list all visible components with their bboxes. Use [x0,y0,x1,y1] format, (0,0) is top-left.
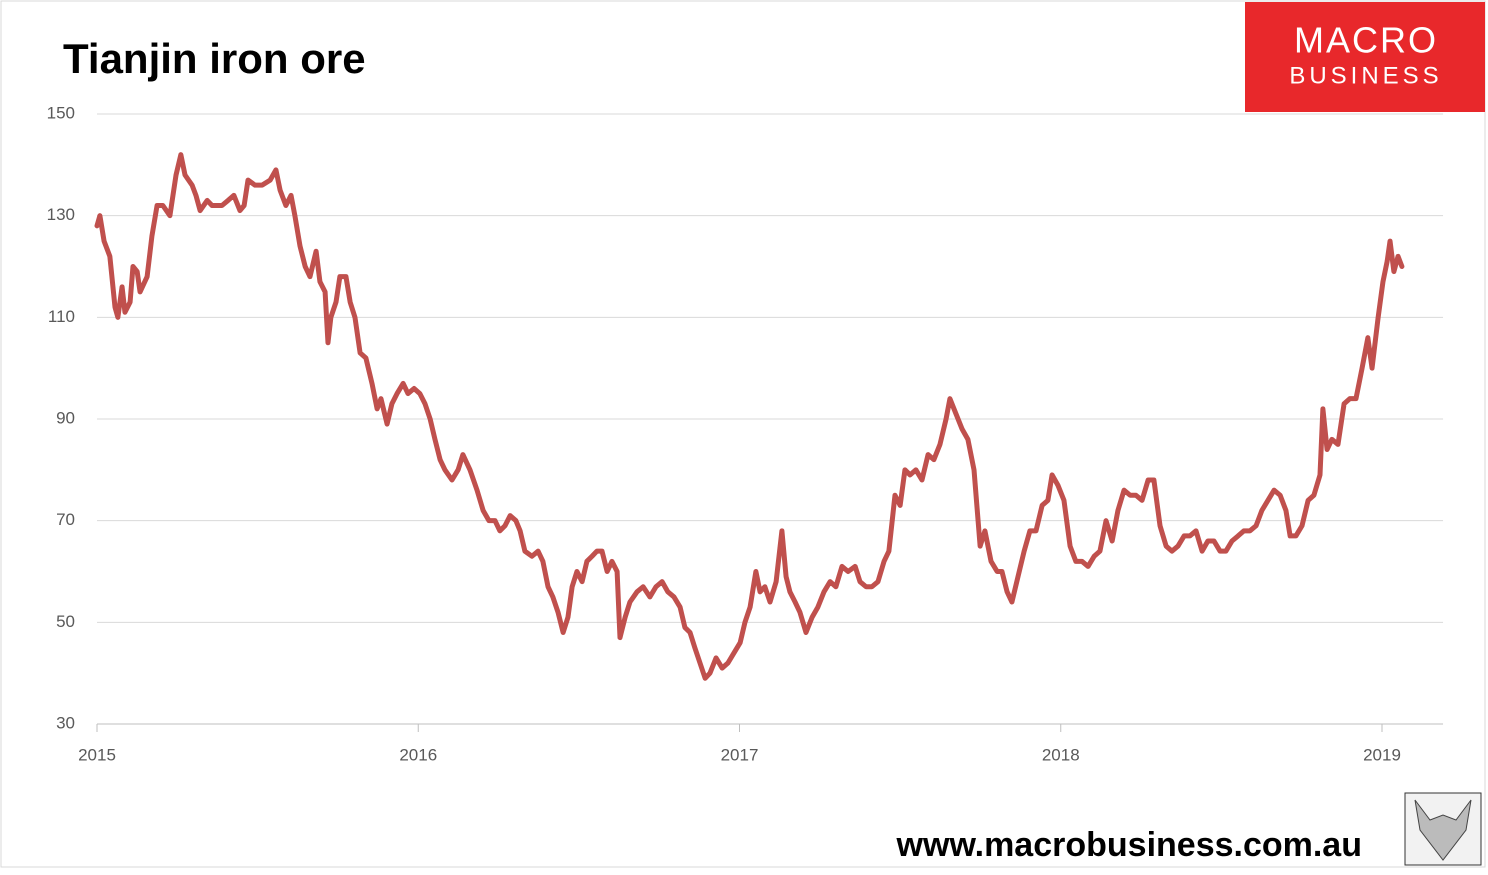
data-line [94,152,1405,681]
x-tick-label: 2015 [78,745,116,764]
logo-word: MACRO [1294,20,1438,61]
y-tick-label: 30 [56,713,75,732]
logo-box [1245,2,1485,112]
fox-icon [1404,792,1482,866]
y-tick-label: 90 [56,408,75,427]
y-tick-label: 130 [47,205,75,224]
x-tick-label: 2017 [721,745,759,764]
chart-title: Tianjin iron ore [63,35,366,82]
y-tick-label: 150 [47,103,75,122]
logo-word: BUSINESS [1289,62,1442,89]
x-tick-label: 2019 [1363,745,1401,764]
x-tick-label: 2016 [399,745,437,764]
y-tick-label: 50 [56,612,75,631]
fox-face [1414,799,1472,861]
source-url: www.macrobusiness.com.au [896,826,1362,864]
y-tick-label: 110 [48,307,75,326]
logo: MACRO BUSINESS [1245,2,1485,112]
x-tick-label: 2018 [1042,745,1080,764]
y-tick-label: 70 [56,510,75,529]
